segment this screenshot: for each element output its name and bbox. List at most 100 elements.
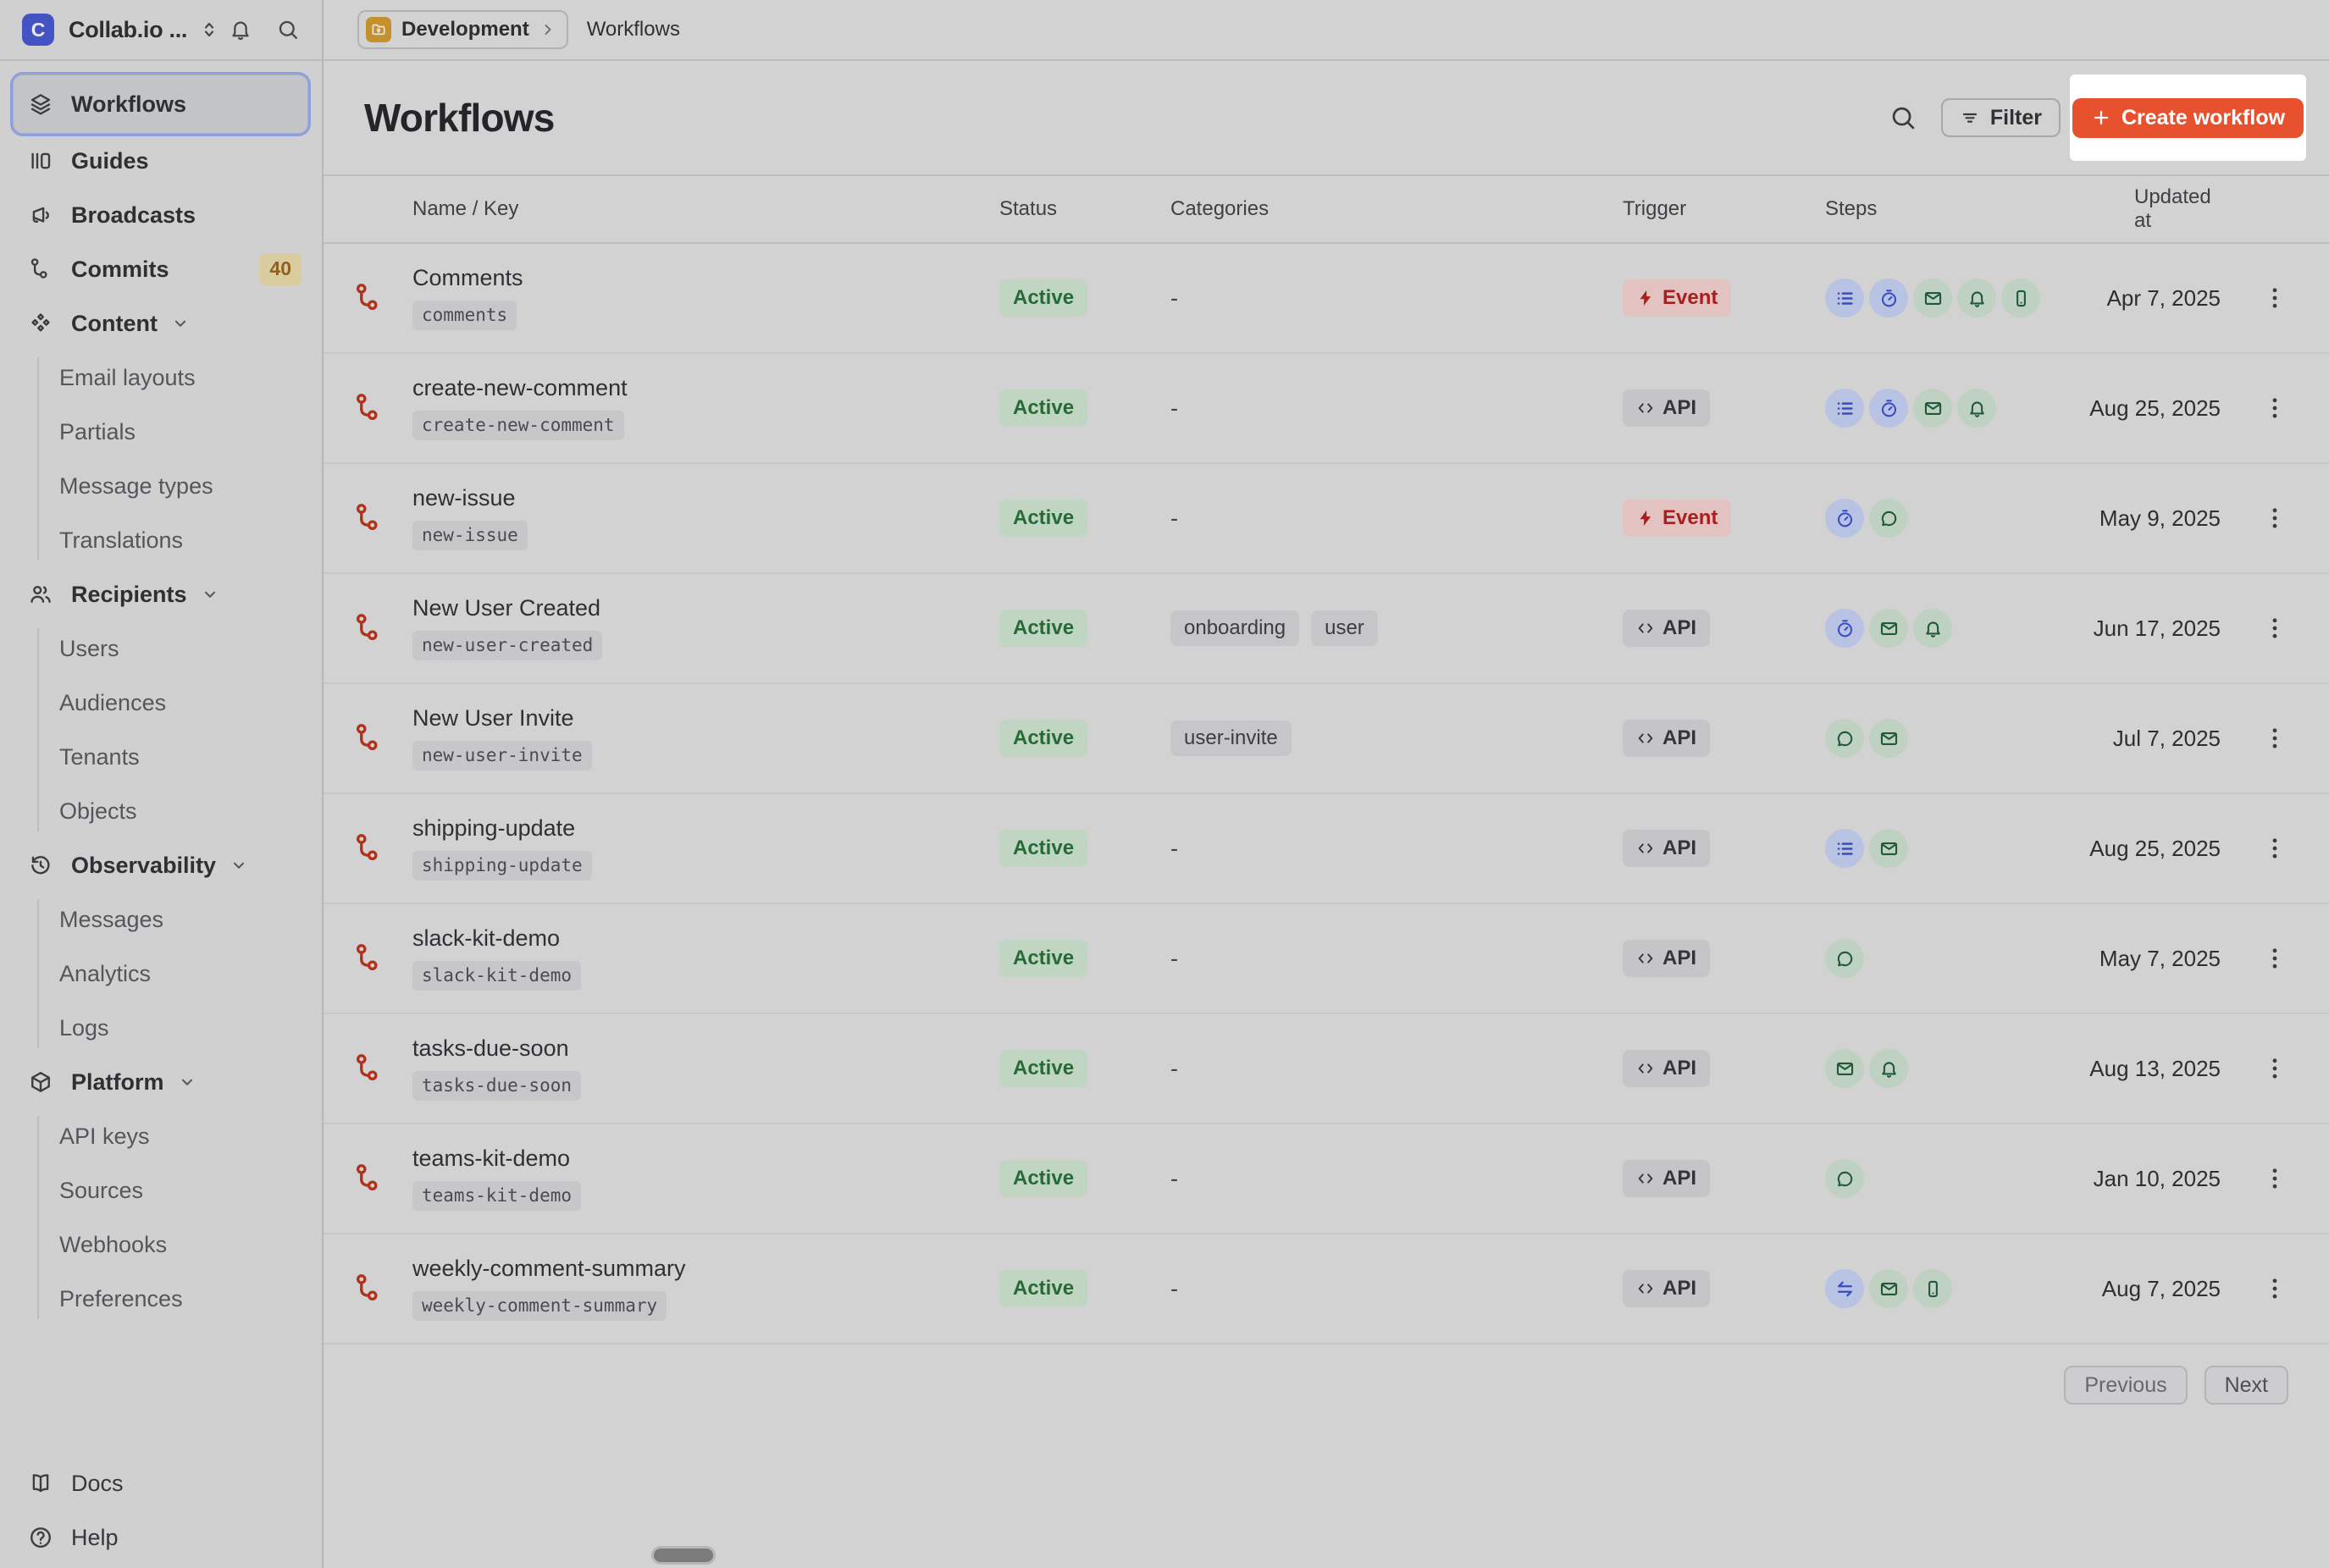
step-email-icon [1913, 279, 1952, 317]
sidebar-footer-docs[interactable]: Docs [0, 1456, 322, 1510]
trigger-badge-event: Event [1623, 499, 1732, 538]
step-email-icon [1825, 1049, 1864, 1088]
workflow-name-cell: weekly-comment-summary weekly-comment-sum… [412, 1256, 999, 1322]
brand-logo[interactable]: C [22, 14, 54, 46]
step-batch-icon [1825, 389, 1864, 428]
row-menu-button[interactable] [2260, 944, 2289, 973]
step-in-app-icon [1957, 279, 1996, 317]
sidebar-footer-help[interactable]: Help [0, 1510, 322, 1565]
sidebar-item-users[interactable]: Users [59, 635, 119, 661]
sidebar-item-content[interactable]: Content [0, 296, 322, 351]
sidebar-item-recipients[interactable]: Recipients [0, 567, 322, 621]
package-icon [28, 1069, 53, 1095]
row-menu-button[interactable] [2260, 1054, 2289, 1083]
workflow-key: new-user-invite [412, 741, 592, 771]
sidebar-item-webhooks[interactable]: Webhooks [59, 1231, 168, 1257]
table-row[interactable]: Comments comments Active - Event Apr 7, 2025 [324, 244, 2329, 354]
row-menu-button[interactable] [2260, 394, 2289, 422]
table-row[interactable]: teams-kit-demo teams-kit-demo Active - API Ja… [324, 1124, 2329, 1234]
search-icon[interactable] [1889, 103, 1917, 132]
chevron-down-icon [178, 1073, 196, 1091]
sidebar-item-tenants[interactable]: Tenants [59, 743, 140, 770]
sidebar-search-icon[interactable] [276, 18, 300, 41]
trigger-badge-api: API [1623, 389, 1711, 428]
sidebar-item-label: Recipients [71, 581, 187, 607]
plus-icon [2091, 108, 2111, 128]
table-row[interactable]: New User Created new-user-created Active on… [324, 574, 2329, 684]
workflow-name-cell: tasks-due-soon tasks-due-soon [412, 1035, 999, 1101]
workflow-name-cell: New User Created new-user-created [412, 595, 999, 661]
table-row[interactable]: create-new-comment create-new-comment Acti… [324, 354, 2329, 464]
code-icon [1636, 399, 1655, 417]
sidebar-group-content: Email layouts Partials Message types Transl… [0, 351, 322, 567]
table-row[interactable]: tasks-due-soon tasks-due-soon Active - API Au… [324, 1014, 2329, 1124]
table-row[interactable]: shipping-update shipping-update Active - API… [324, 794, 2329, 904]
brand-name[interactable]: Collab.io ... [69, 16, 188, 42]
sidebar-item-analytics[interactable]: Analytics [59, 960, 152, 986]
row-menu-button[interactable] [2260, 284, 2289, 312]
sidebar-item-guides[interactable]: Guides [0, 134, 322, 188]
row-menu-button[interactable] [2260, 1274, 2289, 1303]
workflow-name-cell: Comments comments [412, 265, 999, 331]
trigger-label: API [1662, 946, 1697, 969]
notifications-bell-icon[interactable] [229, 18, 252, 41]
sidebar-item-email-layouts[interactable]: Email layouts [59, 364, 196, 390]
row-menu-button[interactable] [2260, 1164, 2289, 1193]
workflow-key: weekly-comment-summary [412, 1291, 667, 1322]
filter-button[interactable]: Filter [1940, 98, 2061, 137]
chevron-right-icon [539, 21, 556, 38]
sidebar-item-translations[interactable]: Translations [59, 527, 184, 553]
column-header-name-key: Name / Key [412, 197, 519, 220]
next-page-button[interactable]: Next [2204, 1366, 2288, 1405]
column-header-trigger: Trigger [1623, 197, 1687, 220]
updated-at: Jan 10, 2025 [2093, 1165, 2221, 1191]
status-badge: Active [999, 1049, 1088, 1088]
sidebar-item-sources[interactable]: Sources [59, 1177, 144, 1203]
step-delay-icon [1869, 389, 1908, 428]
sidebar-item-workflows[interactable]: Workflows [13, 75, 308, 134]
workflow-name: teams-kit-demo [412, 1145, 571, 1171]
sidebar-item-objects[interactable]: Objects [59, 798, 137, 824]
sidebar-item-partials[interactable]: Partials [59, 418, 136, 444]
layers-icon [28, 91, 53, 117]
workflow-name-cell: teams-kit-demo teams-kit-demo [412, 1146, 999, 1212]
sidebar-item-api-keys[interactable]: API keys [59, 1123, 150, 1149]
workflow-name-cell: new-issue new-issue [412, 485, 999, 551]
code-icon [1636, 1279, 1655, 1298]
sidebar-item-platform[interactable]: Platform [0, 1055, 322, 1109]
sidebar-item-label: Platform [71, 1068, 164, 1095]
horizontal-scrollbar-thumb[interactable] [654, 1549, 713, 1562]
workflow-key: tasks-due-soon [412, 1071, 582, 1101]
sidebar-item-messages[interactable]: Messages [59, 906, 164, 932]
step-in-app-icon [1869, 1049, 1908, 1088]
sidebar-item-logs[interactable]: Logs [59, 1014, 109, 1041]
trigger-badge-api: API [1623, 1049, 1711, 1088]
sidebar-item-audiences[interactable]: Audiences [59, 689, 167, 715]
table-row[interactable]: New User Invite new-user-invite Active user… [324, 684, 2329, 794]
table-row[interactable]: slack-kit-demo slack-kit-demo Active - API Ma… [324, 904, 2329, 1014]
categories-empty-dash: - [1170, 1275, 1178, 1301]
sidebar-item-message-types[interactable]: Message types [59, 472, 213, 499]
row-menu-button[interactable] [2260, 504, 2289, 533]
sidebar-item-observability[interactable]: Observability [0, 838, 322, 892]
sidebar-item-preferences[interactable]: Preferences [59, 1285, 183, 1311]
trigger-label: API [1662, 836, 1697, 859]
trigger-label: Event [1662, 505, 1718, 529]
steps-cell [1825, 499, 2134, 538]
table-row[interactable]: new-issue new-issue Active - Event May 9, 202… [324, 464, 2329, 574]
table-body: Comments comments Active - Event Apr 7, 2025 c… [324, 244, 2329, 1344]
sidebar-item-broadcasts[interactable]: Broadcasts [0, 188, 322, 242]
sidebar-item-commits[interactable]: Commits 40 [0, 242, 322, 296]
table-row[interactable]: weekly-comment-summary weekly-comment-sum… [324, 1234, 2329, 1344]
row-menu-button[interactable] [2260, 724, 2289, 753]
environment-switcher[interactable]: Development [357, 10, 568, 49]
status-badge: Active [999, 279, 1088, 317]
categories-cell: - [1170, 1166, 1623, 1192]
row-menu-button[interactable] [2260, 614, 2289, 643]
previous-page-button[interactable]: Previous [2064, 1366, 2188, 1405]
create-workflow-button[interactable]: Create workflow [2072, 97, 2304, 138]
steps-cell [1825, 719, 2134, 758]
workspace-switcher-icon[interactable] [199, 19, 219, 40]
row-menu-button[interactable] [2260, 834, 2289, 863]
